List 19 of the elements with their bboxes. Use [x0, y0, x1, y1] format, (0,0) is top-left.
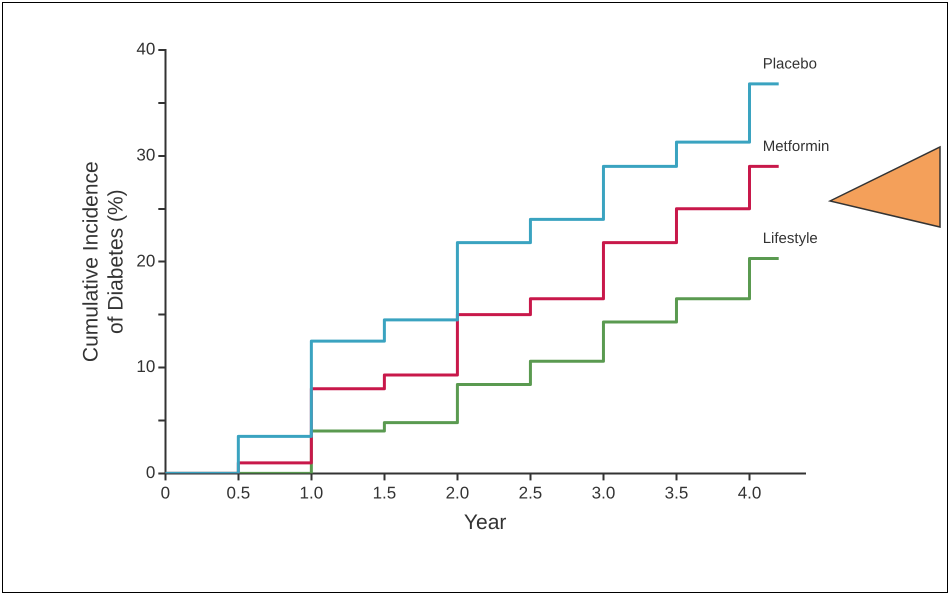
x-axis-title: Year: [464, 511, 506, 534]
y-tick-label: 40: [136, 40, 156, 59]
series-label: Placebo: [762, 56, 817, 73]
x-tick-label: 3.5: [664, 483, 688, 502]
y-axis-title: Cumulative Incidence of Diabetes (%): [79, 161, 128, 362]
y-tick-label: 10: [136, 357, 156, 376]
x-tick-label: 2.0: [446, 483, 470, 502]
x-tick-label: 2.5: [518, 483, 542, 502]
x-tick-label: 0: [160, 483, 170, 502]
x-tick-label: 1.5: [372, 483, 396, 502]
x-tick-label: 3.0: [592, 483, 616, 502]
x-tick-label: 0.5: [226, 483, 250, 502]
x-tick-label: 4.0: [738, 483, 762, 502]
y-tick-label: 0: [146, 463, 156, 482]
series-label: Metformin: [762, 138, 830, 156]
x-tick-label: 1.0: [300, 483, 324, 502]
y-tick-label: 20: [136, 251, 156, 270]
series-label: Lifestyle: [762, 230, 818, 248]
y-tick-label: 30: [136, 146, 156, 165]
